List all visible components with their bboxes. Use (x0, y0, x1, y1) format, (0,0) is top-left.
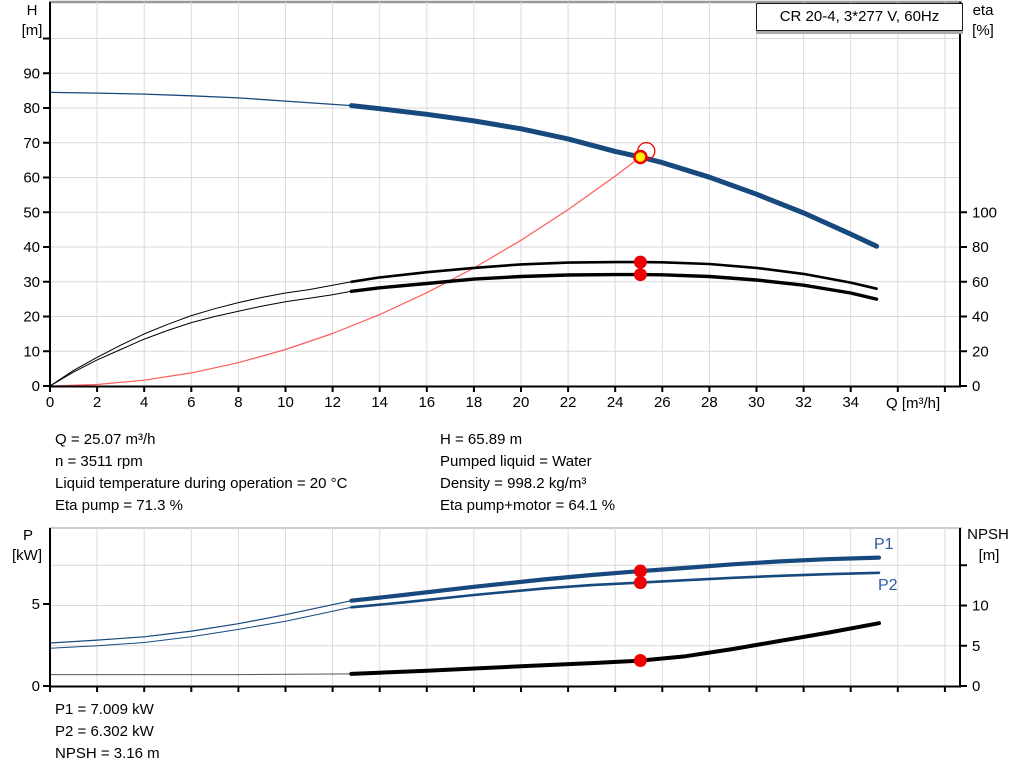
y-right-tick-label: 60 (972, 274, 989, 291)
info-line-npsh: NPSH = 3.16 m (55, 745, 160, 762)
y-left-tick-label: 70 (23, 135, 40, 152)
y-left-tick-label: 0 (32, 678, 40, 695)
eta-pump-motor-curve-thick (349, 272, 879, 301)
y-right-tick-label: 80 (972, 239, 989, 256)
p-axis-title: P (22, 527, 33, 544)
p2-curve-thin (49, 606, 352, 649)
y-left-tick-label: 10 (23, 343, 40, 360)
info-line-liquid: Pumped liquid = Water (440, 453, 592, 470)
y-left-tick-label: 60 (23, 170, 40, 187)
x-tick-label: 8 (234, 394, 242, 411)
eta-pump-curve-thick (350, 260, 878, 291)
y-left-tick-label: 90 (23, 65, 40, 82)
info-line-eta-pm: Eta pump+motor = 64.1 % (440, 497, 616, 514)
duty-value-dot (633, 268, 647, 282)
y-left-tick-label: 30 (23, 274, 40, 291)
info-line-density: Density = 998.2 kg/m³ (440, 475, 587, 492)
x-tick-label: 20 (513, 394, 530, 411)
h-pump-curve-curve-thick (348, 103, 880, 249)
x-tick-label: 6 (187, 394, 195, 411)
y-right-tick-label: 5 (972, 638, 980, 655)
info-bottom: P1 = 7.009 kW P2 = 6.302 kW NPSH = 3.16 … (55, 699, 160, 765)
npsh-axis-title: NPSH (967, 526, 1009, 543)
system-curve-curve (49, 156, 641, 387)
p1-curve-thin (49, 600, 352, 644)
info-line-p1: P1 = 7.009 kW (55, 701, 154, 718)
y-left-tick-label: 80 (23, 100, 40, 117)
h-axis-unit: [m] (21, 22, 43, 39)
duty-value-dot (633, 576, 647, 590)
y-left-tick-label: 20 (23, 309, 40, 326)
q-axis-title: Q [m³/h] (886, 395, 941, 412)
duty-value-dot (633, 654, 647, 668)
y-left-tick-label: 50 (23, 204, 40, 221)
x-tick-label: 14 (371, 394, 388, 411)
info-line-h: H = 65.89 m (440, 431, 523, 448)
x-tick-label: 10 (277, 394, 294, 411)
duty-point-marker (633, 149, 648, 165)
info-line-eta: Eta pump = 71.3 % (55, 497, 183, 514)
curve-label-p1: P1 (874, 536, 894, 553)
y-left-tick-label: 5 (32, 596, 40, 613)
x-tick-label: 28 (701, 394, 718, 411)
y-right-tick-label: 0 (972, 678, 980, 695)
x-tick-label: 4 (140, 394, 148, 411)
npsh-curve-thick (349, 621, 881, 676)
x-tick-label: 22 (560, 394, 577, 411)
eta-axis-title: eta (972, 2, 994, 19)
x-tick-label: 24 (607, 394, 624, 411)
y-right-tick-label: 100 (972, 204, 997, 221)
eta-axis-unit: [%] (972, 22, 994, 39)
x-tick-label: 26 (654, 394, 671, 411)
x-tick-label: 34 (842, 394, 859, 411)
npsh-axis-unit: [m] (978, 547, 1000, 564)
p-axis-unit: [kW] (12, 547, 42, 564)
x-tick-label: 12 (324, 394, 341, 411)
y-right-tick-label: 0 (972, 378, 980, 395)
y-right-tick-label: 20 (972, 343, 989, 360)
info-line-p2: P2 = 6.302 kW (55, 723, 154, 740)
info-line-n: n = 3511 rpm (55, 453, 143, 470)
npsh-curve-thin (50, 673, 352, 676)
duty-value-dot (633, 564, 647, 578)
x-tick-label: 16 (418, 394, 435, 411)
y-left-tick-label: 40 (23, 239, 40, 256)
info-line-temp: Liquid temperature during operation = 20… (55, 475, 348, 492)
y-right-tick-label: 40 (972, 309, 989, 326)
x-tick-label: 2 (93, 394, 101, 411)
y-left-tick-label: 0 (32, 378, 40, 395)
y-right-tick-label: 10 (972, 598, 989, 615)
info-top-right: H = 65.89 m Pumped liquid = Water Densit… (440, 429, 615, 517)
x-tick-label: 0 (46, 394, 54, 411)
x-tick-label: 32 (795, 394, 812, 411)
duty-value-dot (633, 255, 647, 269)
x-tick-label: 18 (466, 394, 483, 411)
h-pump-curve-curve-thin (49, 91, 352, 107)
info-line-q: Q = 25.07 m³/h (55, 431, 156, 448)
info-top-left: Q = 25.07 m³/h n = 3511 rpm Liquid tempe… (55, 429, 347, 517)
curve-label-p2: P2 (878, 577, 898, 594)
h-axis-title: H (26, 2, 38, 19)
x-tick-label: 30 (748, 394, 765, 411)
pump-title-box: CR 20-4, 3*277 V, 60Hz (756, 3, 963, 31)
eta-pump-motor-curve-thin (49, 290, 352, 387)
eta-pump-curve-thin (49, 281, 352, 387)
